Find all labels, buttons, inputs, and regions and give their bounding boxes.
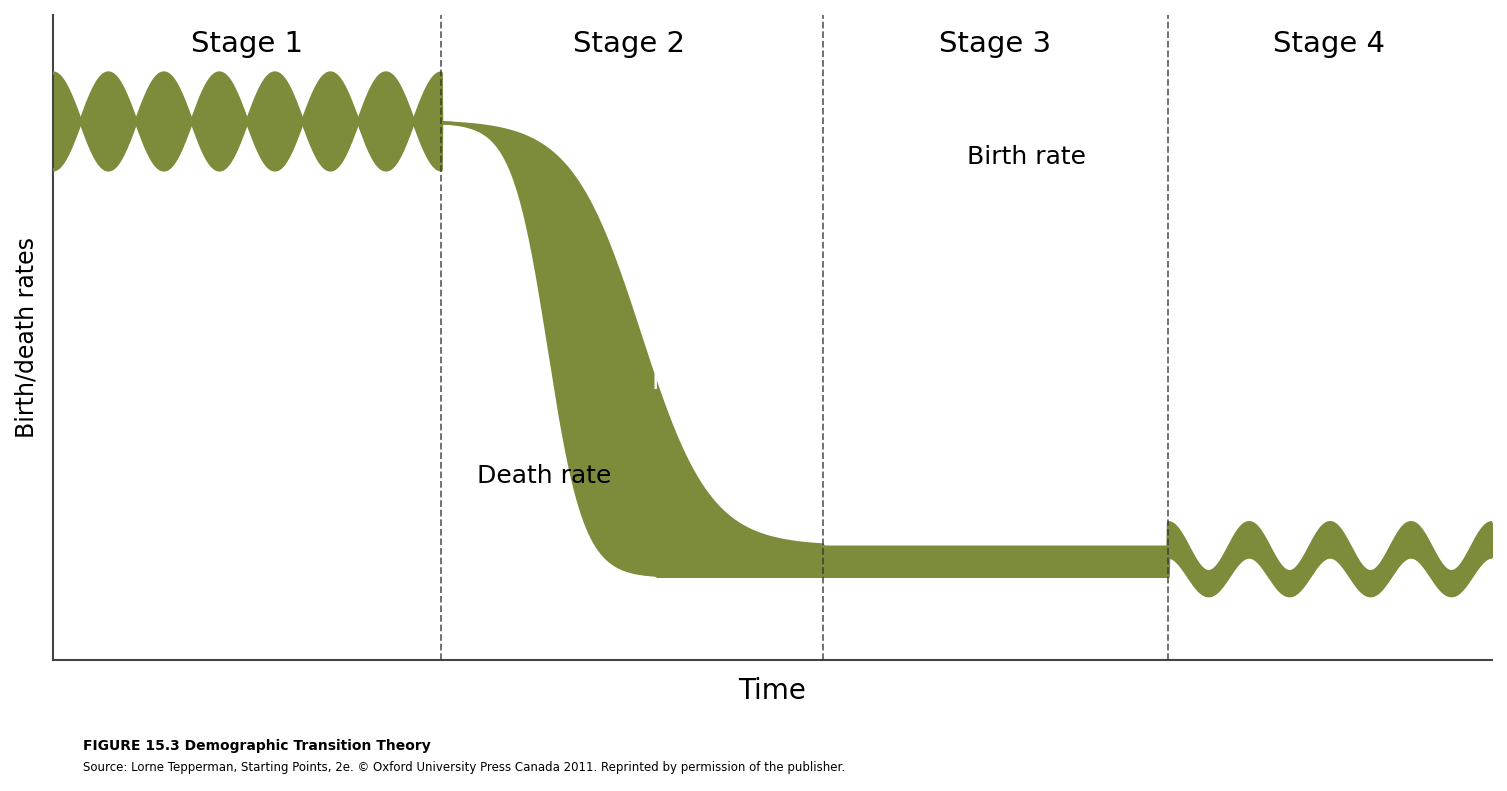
Text: Death rate: Death rate xyxy=(478,464,612,488)
Text: Birth rate: Birth rate xyxy=(966,145,1085,169)
Text: Rate of
natural
increase: Rate of natural increase xyxy=(653,281,764,395)
Text: Stage 1: Stage 1 xyxy=(191,30,303,58)
Text: Stage 3: Stage 3 xyxy=(939,30,1052,58)
Text: FIGURE 15.3 Demographic Transition Theory: FIGURE 15.3 Demographic Transition Theor… xyxy=(83,739,431,753)
Text: Stage 2: Stage 2 xyxy=(573,30,684,58)
Text: Source: Lorne Tepperman, Starting Points, 2e. © Oxford University Press Canada 2: Source: Lorne Tepperman, Starting Points… xyxy=(83,761,845,774)
X-axis label: Time: Time xyxy=(738,677,806,705)
Y-axis label: Birth/death rates: Birth/death rates xyxy=(15,237,39,438)
Text: Stage 4: Stage 4 xyxy=(1273,30,1385,58)
